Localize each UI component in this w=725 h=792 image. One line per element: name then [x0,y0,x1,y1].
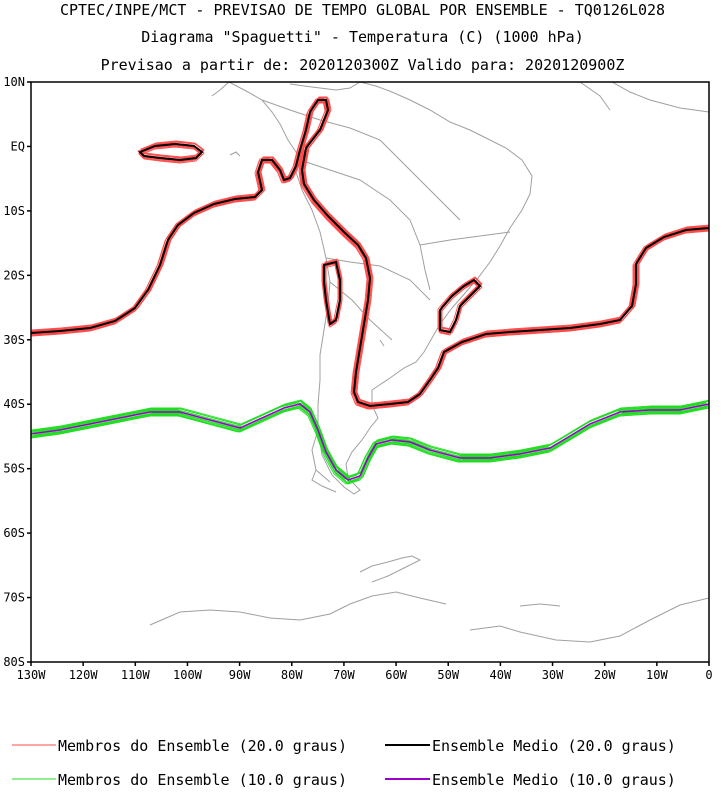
y-tick-label: 10S [3,204,25,218]
coastline-segment [579,82,611,111]
ensemble-member-20-contour [31,100,709,408]
ensemble-member-20-contour [31,101,709,409]
y-tick-label: EQ [11,139,25,153]
y-tick-label: 40S [3,397,25,411]
ensemble-member-20-contour [439,282,481,336]
coastline-segment [379,339,385,347]
x-tick-label: 50W [437,668,459,682]
coastline-segment [359,555,422,583]
map-frame [30,81,710,663]
coastline-segment [261,99,461,221]
legend: Membros do Ensemble (20.0 graus) Ensembl… [12,737,676,789]
ensemble-member-20-contour [325,259,343,323]
x-tick-label: 40W [490,668,512,682]
coastline-segment [325,257,431,301]
x-tick-label: 90W [229,668,251,682]
coastline-segment [419,231,511,246]
ensemble-member-20-contour [31,97,709,405]
y-tick-label: 50S [3,462,25,476]
ensemble-member-10-contour [31,399,709,477]
coastline-segment [311,469,337,493]
coastline-segment [149,591,447,626]
coastline-segment [228,82,533,495]
coastline-segment [229,151,241,157]
ensemble-mean-20-contour [138,142,204,162]
ensemble-member-10-contour [31,400,709,478]
legend-label-members-10: Membros do Ensemble (10.0 graus) [58,771,347,789]
ensemble-member-20-contour [32,97,709,405]
contour-layer [31,96,709,485]
ensemble-member-20-contour [31,101,709,409]
ensemble-mean-20-contour [31,99,709,408]
ensemble-mean-10-contour [31,403,709,481]
x-tick-label: 0 [705,668,712,682]
coastline-segment [211,82,230,97]
ensemble-member-20-contour [31,102,709,410]
x-tick-label: 10W [646,668,668,682]
y-tick-label: 30S [3,333,25,347]
x-tick-label: 80W [281,668,303,682]
ensemble-member-20-contour [31,96,709,404]
coastline-segment [611,82,709,113]
x-tick-label: 110W [121,668,151,682]
x-tick-label: 70W [333,668,355,682]
coastline-segment [519,603,561,607]
coastline-segment [289,82,361,91]
ensemble-member-20-contour [31,98,708,406]
y-tick-label: 80S [3,655,25,669]
y-tick-label: 20S [3,268,25,282]
legend-label-mean-20: Ensemble Medio (20.0 graus) [432,737,676,755]
legend-label-mean-10: Ensemble Medio (10.0 graus) [432,771,676,789]
coastline-segment [299,159,431,291]
legend-label-members-20: Membros do Ensemble (20.0 graus) [58,737,347,755]
ensemble-mean-20-contour [323,260,341,326]
y-tick-label: 70S [3,591,25,605]
title-line-3: Previsao a partir de: 2020120300Z Valido… [100,56,625,74]
ensemble-member-20-contour [440,276,482,330]
x-tick-label: 60W [385,668,407,682]
coastline-segment [311,429,331,483]
title-line-2: Diagrama "Spaguetti" - Temperatura (C) (… [141,28,584,46]
ensemble-member-10-contour [31,407,709,485]
x-tick-label: 130W [17,668,47,682]
ensemble-member-20-contour [33,99,709,407]
y-tick-label: 10N [3,75,25,89]
ensemble-member-20-contour [31,97,709,405]
ensemble-member-20-contour [32,100,709,408]
ensemble-member-20-contour [31,99,709,407]
ensemble-mean-20-contour [439,278,482,334]
coastline-layer [149,82,709,643]
title-line-1: CPTEC/INPE/MCT - PREVISAO DE TEMPO GLOBA… [59,1,666,19]
coastline-segment [469,597,709,643]
ensemble-member-20-contour [139,146,203,164]
y-tick-label: 60S [3,526,25,540]
x-tick-label: 20W [594,668,616,682]
x-tick-label: 120W [69,668,99,682]
x-tick-label: 100W [173,668,203,682]
x-tick-label: 30W [542,668,564,682]
